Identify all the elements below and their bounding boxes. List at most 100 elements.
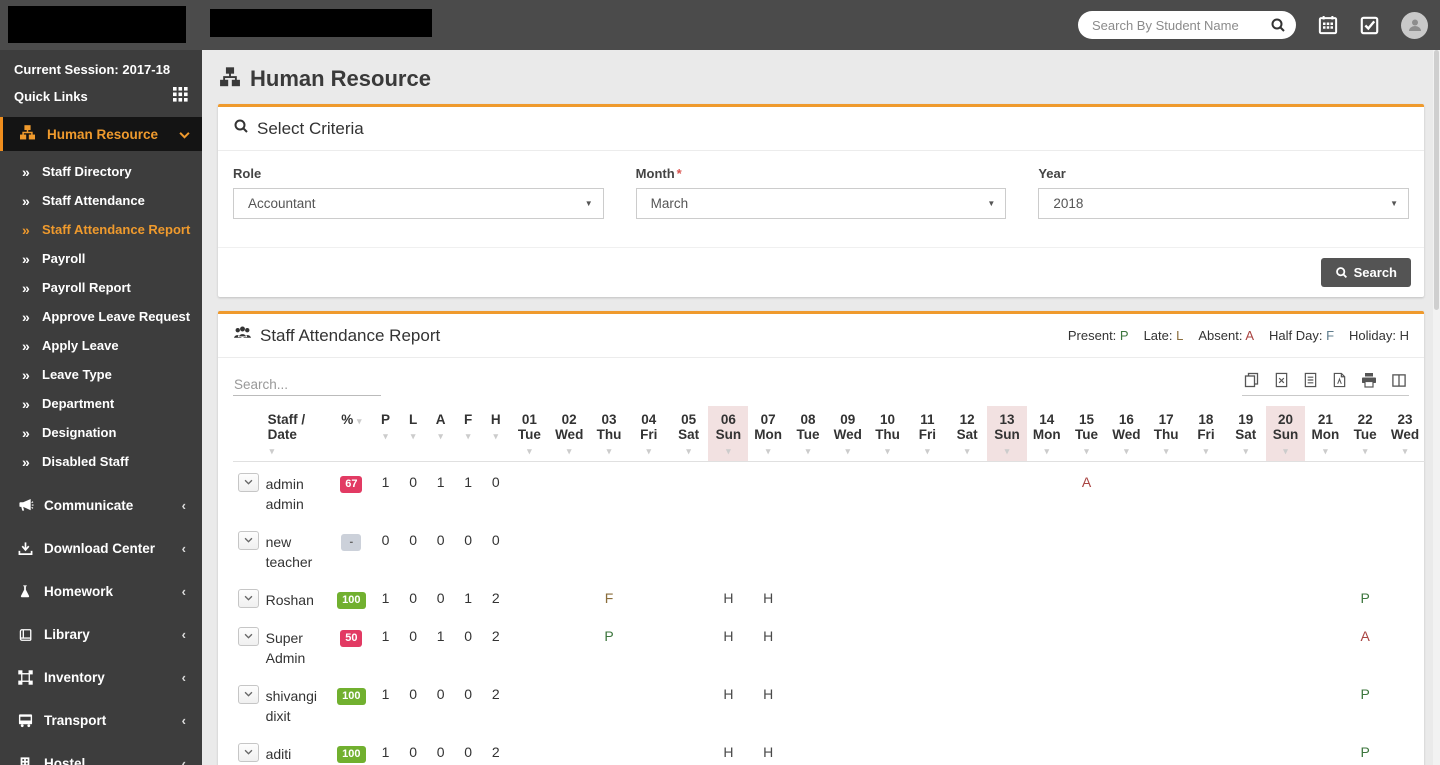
day-header-16[interactable]: 16 Wed ▾ [1106,406,1147,462]
expand-row-button[interactable] [237,626,259,646]
day-cell-17 [1146,616,1186,674]
pdf-export-icon[interactable] [1332,372,1347,388]
day-header-10[interactable]: 10 Thu ▾ [867,406,908,462]
tasks-icon[interactable] [1360,16,1379,35]
attendance-mark-P: P [1360,686,1370,702]
day-header-01[interactable]: 01 Tue ▾ [509,406,550,462]
day-cell-21 [1305,520,1345,578]
user-avatar[interactable] [1401,11,1428,39]
sidebar-item-homework[interactable]: Homework ‹ [0,570,202,613]
day-header-15[interactable]: 15 Tue ▾ [1066,406,1107,462]
role-select[interactable]: Accountant ▼ [233,188,604,219]
sidebar-item-download-center[interactable]: Download Center ‹ [0,527,202,570]
day-header-18[interactable]: 18 Fri ▾ [1186,406,1226,462]
day-header-13[interactable]: 13 Sun ▾ [987,406,1027,462]
day-header-20[interactable]: 20 Sun ▾ [1265,406,1306,462]
expand-row-button[interactable] [237,684,259,704]
excel-export-icon[interactable] [1274,372,1289,388]
chevron-left-icon: ‹ [181,713,186,728]
count-header-H[interactable]: H ▾ [481,406,510,462]
criteria-fields: Role Accountant ▼ Month * March ▼ Year 2018 ▼ [218,151,1424,247]
sidebar-item-apply-leave[interactable]: » Apply Leave [0,331,202,360]
day-header-11[interactable]: 11 Fri ▾ [907,406,948,462]
sidebar-item-communicate[interactable]: Communicate ‹ [0,484,202,527]
day-cell-17 [1146,520,1186,578]
sidebar-item-transport[interactable]: Transport ‹ [0,699,202,742]
day-header-14[interactable]: 14 Mon ▾ [1026,406,1067,462]
sidebar-item-library[interactable]: Library ‹ [0,613,202,656]
expand-row-button[interactable] [237,472,259,492]
sidebar-item-label: Staff Attendance [42,193,145,208]
day-header-05[interactable]: 05 Sat ▾ [668,406,709,462]
staff-row: aditi 100 1 0 0 0 2 H H P [233,732,1425,765]
megaphone-icon [18,498,44,513]
calendar-icon[interactable] [1318,15,1338,35]
student-search-box[interactable] [1078,11,1296,39]
sidebar-item-staff-attendance[interactable]: » Staff Attendance [0,186,202,215]
sidebar-item-designation[interactable]: » Designation [0,418,202,447]
day-cell-15 [1067,520,1107,578]
search-button[interactable]: Search [1320,258,1411,287]
day-header-07[interactable]: 07 Mon ▾ [748,406,789,462]
day-cell-05 [669,674,709,732]
day-header-02[interactable]: 02 Wed ▾ [549,406,590,462]
expand-row-button[interactable] [237,530,259,550]
book-icon [18,628,44,642]
legend-absent: Absent: A [1198,328,1254,343]
sidebar-item-staff-directory[interactable]: » Staff Directory [0,157,202,186]
expand-row-button[interactable] [237,588,259,608]
day-header-08[interactable]: 08 Tue ▾ [788,406,828,462]
day-header-06[interactable]: 06 Sun ▾ [708,406,749,462]
quick-links[interactable]: Quick Links [0,81,202,117]
copy-export-icon[interactable] [1244,372,1260,388]
sidebar-item-staff-attendance-report[interactable]: » Staff Attendance Report [0,215,202,244]
month-select[interactable]: March ▼ [635,188,1007,219]
day-header-19[interactable]: 19 Sat ▾ [1225,406,1266,462]
expand-column-header [233,406,264,462]
grid-icon[interactable] [173,87,188,105]
count-header-A[interactable]: A ▾ [426,406,455,462]
table-search-input[interactable] [233,374,381,396]
sidebar-item-label: Human Resource [47,126,159,142]
day-header-04[interactable]: 04 Fri ▾ [628,406,669,462]
sidebar-modules: Communicate ‹ Download Center ‹ Homework ‹ Lib… [0,484,202,765]
student-search-input[interactable] [1092,17,1270,33]
sidebar-item-payroll[interactable]: » Payroll [0,244,202,273]
criteria-panel-title: Select Criteria [257,118,364,138]
csv-export-icon[interactable] [1303,372,1318,388]
table-search[interactable] [233,374,381,396]
sidebar-item-human-resource[interactable]: Human Resource [0,117,202,151]
sidebar-item-inventory[interactable]: Inventory ‹ [0,656,202,699]
select-caret-icon: ▼ [987,199,996,208]
day-header-21[interactable]: 21 Mon ▾ [1305,406,1346,462]
staff-date-header[interactable]: Staff / Date ▾ [263,406,331,462]
expand-row-button[interactable] [237,742,259,762]
sidebar-item-department[interactable]: » Department [0,389,202,418]
sidebar-item-disabled-staff[interactable]: » Disabled Staff [0,447,202,476]
day-cell-16 [1106,674,1146,732]
count-header-F[interactable]: F ▾ [454,406,482,462]
percent-header[interactable]: % ▾ [330,406,372,462]
year-select[interactable]: 2018 ▼ [1038,188,1410,219]
sidebar-item-approve-leave-request[interactable]: » Approve Leave Request [0,302,202,331]
day-header-17[interactable]: 17 Thu ▾ [1146,406,1187,462]
day-header-03[interactable]: 03 Thu ▾ [589,406,629,462]
sidebar-item-hostel[interactable]: Hostel ‹ [0,742,202,765]
expand-cell [233,462,264,521]
day-header-22[interactable]: 22 Tue ▾ [1345,406,1386,462]
day-header-23[interactable]: 23 Wed ▾ [1385,406,1425,462]
print-export-icon[interactable] [1361,372,1377,388]
day-header-12[interactable]: 12 Sat ▾ [947,406,988,462]
page-scrollbar[interactable] [1433,50,1440,765]
count-a: 1 [436,474,445,490]
day-cell-22 [1345,462,1385,521]
day-cell-19 [1226,578,1266,616]
day-header-09[interactable]: 09 Wed ▾ [827,406,868,462]
count-header-P[interactable]: P ▾ [371,406,400,462]
count-header-L[interactable]: L ▾ [399,406,427,462]
sidebar-item-leave-type[interactable]: » Leave Type [0,360,202,389]
columns-export-icon[interactable] [1391,372,1407,388]
percent-badge: 50 [340,630,363,647]
sidebar-item-payroll-report[interactable]: » Payroll Report [0,273,202,302]
search-icon[interactable] [1270,17,1286,33]
